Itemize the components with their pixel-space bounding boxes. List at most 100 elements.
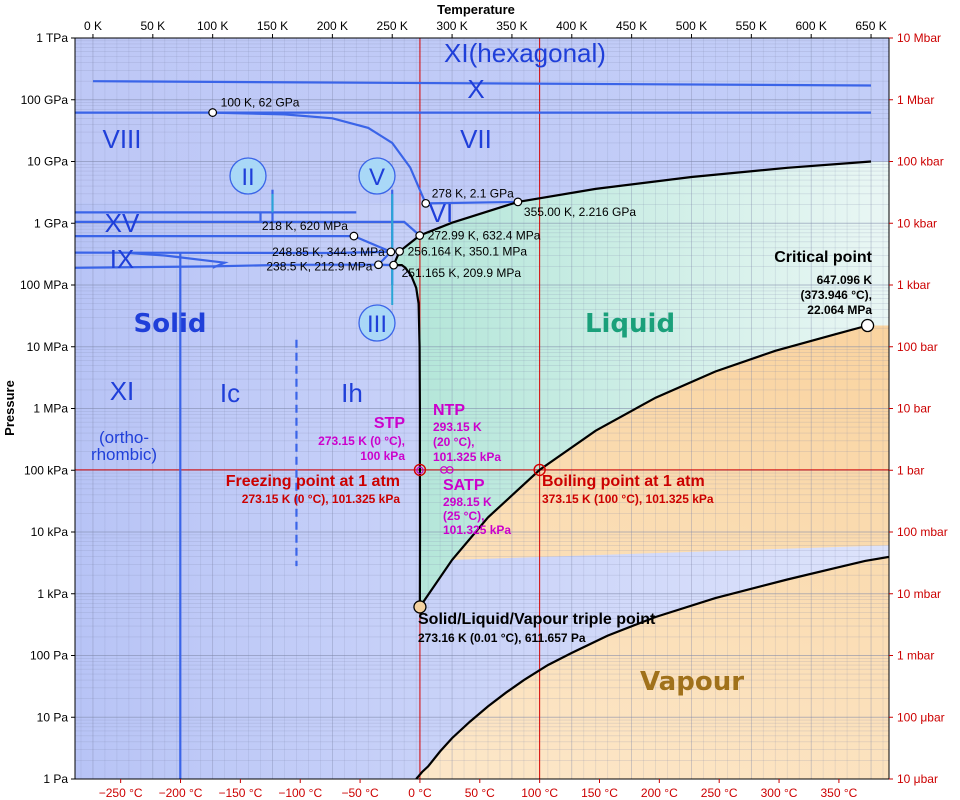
y-axis-title: Pressure bbox=[2, 380, 17, 436]
triple-point-marker bbox=[513, 197, 523, 207]
ntp-label: NTP bbox=[433, 402, 465, 419]
ntp-detail-1: 293.15 K bbox=[433, 420, 482, 434]
phase-xi-ortho-note-2: rhombic) bbox=[91, 445, 157, 464]
point-label: 100 K, 62 GPa bbox=[221, 96, 300, 110]
phase-boundary-curve bbox=[393, 264, 422, 607]
bottom-tick-label: −150 °C bbox=[218, 786, 262, 800]
left-tick-label: 1 TPa bbox=[36, 31, 68, 45]
bottom-tick-label: 150 °C bbox=[581, 786, 618, 800]
freezing-point-detail: 273.15 K (0 °C), 101.325 kPa bbox=[242, 492, 401, 506]
right-tick-label: 10 Mbar bbox=[897, 31, 941, 45]
left-tick-label: 100 kPa bbox=[24, 463, 68, 477]
top-tick-label: 500 K bbox=[676, 19, 707, 33]
bottom-tick-label: 250 °C bbox=[701, 786, 738, 800]
phase-boundary-curve bbox=[415, 555, 889, 779]
freezing-point-marker bbox=[413, 463, 427, 477]
bottom-tick-label: −100 °C bbox=[278, 786, 322, 800]
left-tick-label: 100 GPa bbox=[21, 93, 69, 107]
top-tick-label: 350 K bbox=[496, 19, 527, 33]
triple-point-marker bbox=[386, 247, 396, 257]
stp-label: STP bbox=[374, 415, 405, 432]
phase-ii-label: II bbox=[241, 164, 254, 191]
point-label: 278 K, 2.1 GPa bbox=[432, 186, 514, 200]
bottom-tick-label: 100 °C bbox=[521, 786, 558, 800]
bottom-tick-label: 50 °C bbox=[465, 786, 495, 800]
region-vapour-label: Vapour bbox=[640, 667, 744, 697]
bottom-tick-label: −250 °C bbox=[99, 786, 143, 800]
left-tick-label: 1 MPa bbox=[33, 402, 68, 416]
liquid-region-fill bbox=[393, 161, 889, 607]
point-label: 248.85 K, 344.3 MPa bbox=[272, 245, 385, 259]
top-tick-label: 0 K bbox=[84, 19, 102, 33]
satp-marker bbox=[446, 466, 454, 474]
phase-vii-label: VII bbox=[460, 124, 492, 154]
top-tick-label: 550 K bbox=[736, 19, 767, 33]
left-tick-label: 100 MPa bbox=[20, 278, 68, 292]
right-tick-label: 10 kbar bbox=[897, 216, 937, 230]
ntp-detail-3: 101.325 kPa bbox=[433, 450, 501, 464]
top-tick-label: 400 K bbox=[556, 19, 587, 33]
region-solid-label: Solid bbox=[133, 309, 206, 339]
right-tick-label: 1 bar bbox=[897, 463, 924, 477]
ice-phase-boundary bbox=[92, 80, 872, 87]
top-tick-label: 50 K bbox=[140, 19, 165, 33]
phase-ih-label: Ih bbox=[341, 378, 363, 408]
top-tick-label: 100 K bbox=[197, 19, 228, 33]
phase-iii-badge bbox=[358, 304, 396, 342]
critical-point-detail-1: 647.096 K bbox=[817, 273, 873, 287]
ice-phase-boundary bbox=[425, 200, 518, 205]
critical-point-label: Critical point bbox=[774, 249, 872, 266]
top-tick-label: 250 K bbox=[377, 19, 408, 33]
phase-boundary-curve bbox=[418, 324, 868, 608]
phase-v-badge bbox=[358, 157, 396, 195]
boiling-point-marker bbox=[533, 463, 546, 477]
point-label: 238.5 K, 212.9 MPa bbox=[266, 260, 372, 274]
triple-point-marker bbox=[349, 231, 359, 241]
phase-iii-label: III bbox=[367, 311, 387, 338]
phase-xv-label: XV bbox=[105, 208, 140, 238]
right-tick-label: 10 μbar bbox=[897, 772, 938, 786]
bottom-tick-label: −50 °C bbox=[342, 786, 379, 800]
right-tick-label: 1 kbar bbox=[897, 278, 930, 292]
bottom-tick-label: 200 °C bbox=[641, 786, 678, 800]
left-tick-label: 1 GPa bbox=[34, 216, 68, 230]
satp-detail-2: (25 °C), bbox=[443, 509, 484, 523]
phase-x-label: X bbox=[467, 74, 484, 104]
phase-ii-badge bbox=[229, 157, 267, 195]
triple-point-marker bbox=[208, 108, 218, 117]
left-tick-label: 100 Pa bbox=[30, 649, 68, 663]
phase-vi-label: VI bbox=[429, 198, 454, 228]
ice-phase-boundary bbox=[128, 251, 229, 269]
stp-detail-2: 100 kPa bbox=[360, 449, 405, 463]
top-tick-label: 450 K bbox=[616, 19, 647, 33]
left-tick-label: 10 GPa bbox=[27, 155, 68, 169]
top-tick-label: 600 K bbox=[796, 19, 827, 33]
freezing-point-label: Freezing point at 1 atm bbox=[226, 473, 400, 490]
critical-point-detail-2: (373.946 °C), bbox=[800, 288, 872, 302]
ice-phase-boundary bbox=[75, 220, 421, 237]
right-tick-label: 10 mbar bbox=[897, 587, 941, 601]
phase-v-label: V bbox=[369, 164, 385, 191]
left-tick-label: 10 MPa bbox=[27, 340, 69, 354]
right-tick-label: 1 mbar bbox=[897, 649, 934, 663]
right-tick-label: 100 kbar bbox=[897, 155, 944, 169]
phase-xi-hex-label: XI(hexagonal) bbox=[444, 38, 606, 68]
phase-xi-ortho-label: XI bbox=[110, 376, 135, 406]
boiling-point-label: Boiling point at 1 atm bbox=[542, 473, 705, 490]
bottom-tick-label: 350 °C bbox=[820, 786, 857, 800]
point-label: 251.165 K, 209.9 MPa bbox=[402, 266, 522, 280]
left-tick-label: 1 kPa bbox=[37, 587, 68, 601]
triple-point-marker bbox=[421, 198, 431, 208]
stp-marker bbox=[416, 466, 424, 475]
left-tick-label: 1 Pa bbox=[43, 772, 68, 786]
right-tick-label: 100 bar bbox=[897, 340, 938, 354]
ice-phase-boundary bbox=[212, 111, 427, 204]
triple-point-marker bbox=[415, 231, 425, 240]
stp-detail-1: 273.15 K (0 °C), bbox=[318, 434, 405, 448]
point-label: 355.00 K, 2.216 GPa bbox=[524, 205, 636, 219]
critical-point-detail-3: 22.064 MPa bbox=[807, 303, 872, 317]
point-label: 256.164 K, 350.1 MPa bbox=[408, 244, 528, 258]
left-tick-label: 10 kPa bbox=[31, 525, 69, 539]
right-tick-label: 100 μbar bbox=[897, 710, 945, 724]
right-tick-label: 100 mbar bbox=[897, 525, 948, 539]
